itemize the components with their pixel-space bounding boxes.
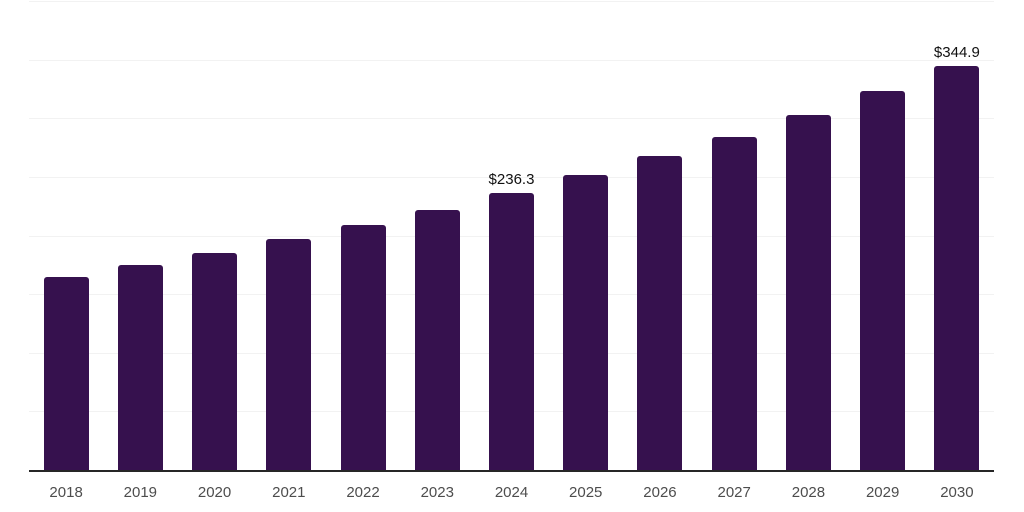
bar-2026 [637,155,683,470]
x-tick-label-2029: 2029 [865,484,900,501]
bar-2027 [711,137,757,470]
x-tick-label-2020: 2020 [197,484,232,501]
x-tick-label-2026: 2026 [643,484,677,501]
bar-2024 [489,192,534,470]
x-tick-label-2027: 2027 [717,484,751,501]
gridline-300 [29,118,994,120]
data-label-2030: $344.9 [933,43,980,61]
bar-2028 [785,115,831,470]
x-tick-label-2018: 2018 [49,484,83,501]
bar-2019 [117,264,163,470]
bar-2023 [414,209,460,470]
bar-2029 [860,91,906,470]
gridline-250 [29,176,994,178]
x-tick-label-2030: 2030 [940,484,974,501]
bar-2030 [934,65,980,470]
x-tick-label-2022: 2022 [346,484,380,501]
data-label-2024: $236.3 [488,170,535,188]
x-tick-label-2024: 2024 [494,484,529,501]
x-tick-label-2019: 2019 [123,484,158,501]
bar-2025 [563,175,609,470]
bar-2020 [192,252,238,470]
x-tick-label-2021: 2021 [272,484,306,501]
x-tick-label-2025: 2025 [569,484,603,501]
bar-2018 [43,277,89,470]
gridline-400 [29,0,994,2]
bar-2022 [340,224,386,470]
gridline-350 [29,59,994,61]
x-tick-label-2023: 2023 [420,484,454,501]
x-axis-line [29,470,994,472]
bar-2021 [266,238,312,470]
x-tick-label-2028: 2028 [791,484,826,501]
